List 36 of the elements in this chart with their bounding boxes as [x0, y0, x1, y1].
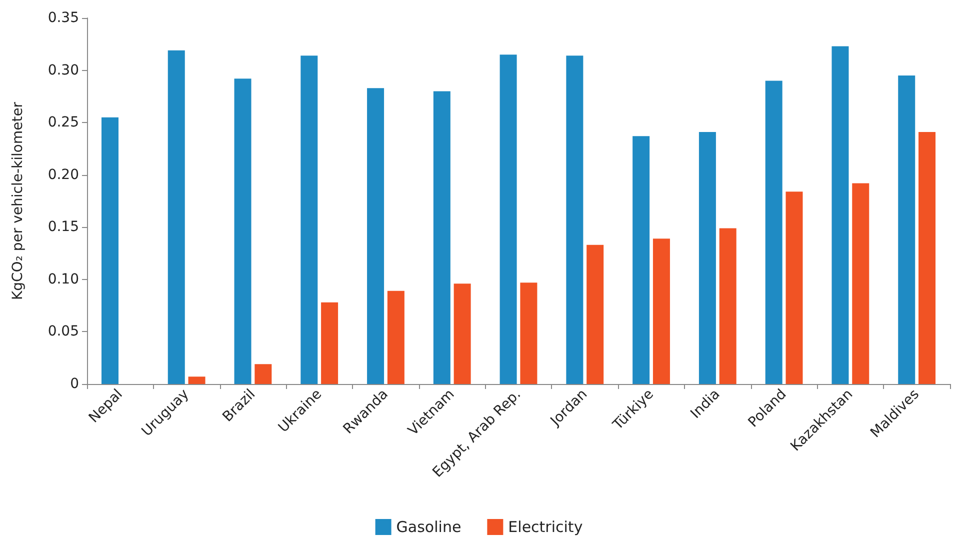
bar — [321, 302, 338, 384]
y-tick-label: 0 — [70, 376, 79, 392]
bar — [188, 376, 206, 384]
bar — [454, 284, 471, 384]
bar — [520, 282, 538, 384]
bar — [586, 244, 604, 384]
bar — [300, 56, 318, 384]
y-axis-title: KgCO₂ per vehicle-kilometer — [10, 102, 26, 300]
bar — [786, 192, 803, 384]
bar — [632, 136, 650, 384]
legend-label: Gasoline — [396, 518, 462, 536]
y-tick-label: 0.20 — [48, 166, 79, 183]
y-tick-label: 0.05 — [48, 324, 79, 340]
bar — [852, 183, 870, 384]
y-tick-label: 0.10 — [48, 271, 79, 288]
y-tick-label: 0.15 — [48, 219, 79, 236]
bar — [234, 78, 252, 384]
bar — [898, 76, 916, 384]
bar — [832, 46, 849, 384]
bar — [566, 56, 584, 384]
bar — [719, 228, 736, 384]
bar — [500, 54, 517, 384]
bar — [387, 290, 404, 384]
bar — [367, 88, 384, 384]
bar — [652, 238, 670, 384]
bar — [765, 80, 782, 384]
bar — [101, 117, 118, 384]
legend-label: Electricity — [508, 518, 583, 536]
y-tick-label: 0.30 — [48, 62, 79, 78]
bar — [254, 364, 272, 384]
bar — [168, 50, 185, 384]
y-tick-label: 0.25 — [48, 114, 79, 131]
bar — [433, 91, 450, 384]
y-tick-label: 0.35 — [48, 10, 79, 26]
bar — [698, 132, 716, 384]
bar — [918, 132, 936, 384]
